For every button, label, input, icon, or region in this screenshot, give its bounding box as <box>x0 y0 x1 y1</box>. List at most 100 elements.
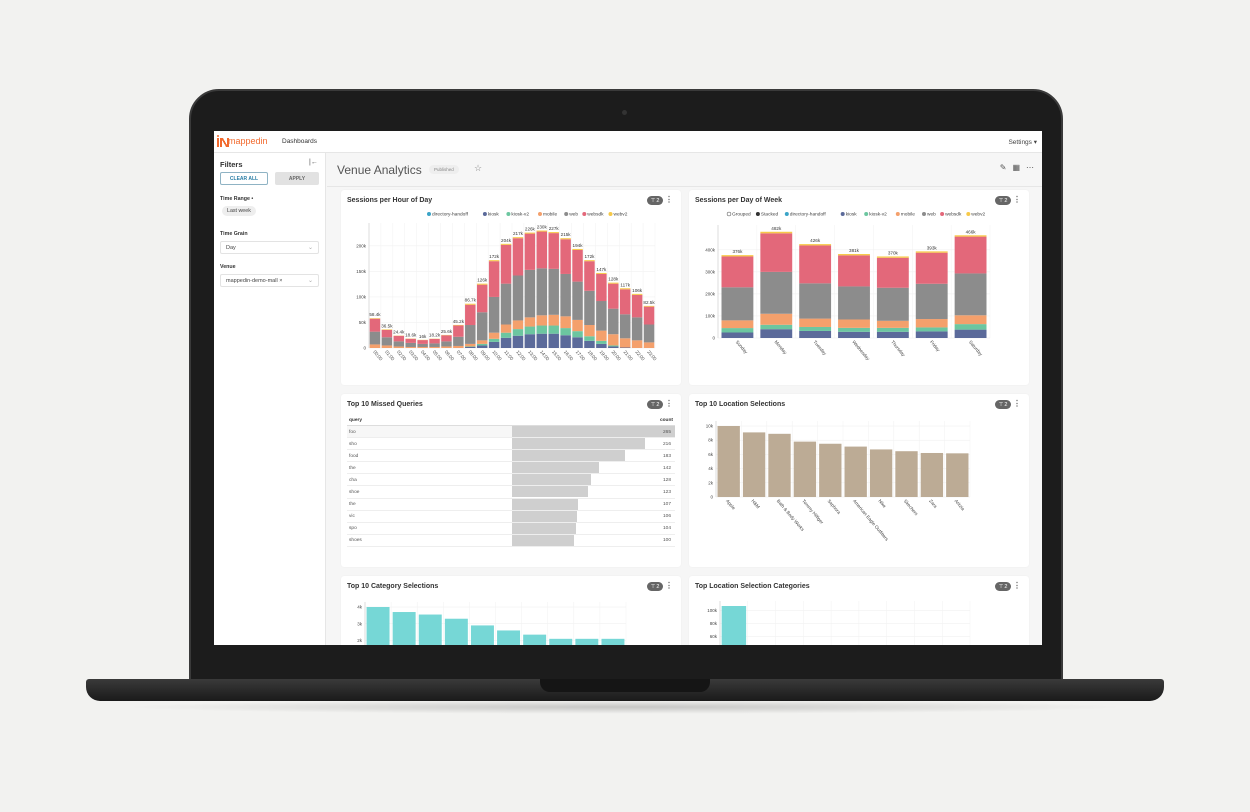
bar-segment-webv2[interactable] <box>619 288 631 290</box>
bar[interactable] <box>768 433 791 497</box>
table-row[interactable]: shoe 123 <box>347 486 675 499</box>
bar-segment-webv2[interactable] <box>572 248 583 250</box>
bar-segment-webv2[interactable] <box>760 231 793 234</box>
bar-segment-websdk[interactable] <box>915 252 948 284</box>
bar-segment-kiosk[interactable] <box>465 346 476 348</box>
bar-segment-kiosk-v2[interactable] <box>560 328 571 336</box>
bar-segment-web[interactable] <box>453 336 464 346</box>
bar[interactable] <box>721 606 747 645</box>
legend-item-kiosk[interactable]: kiosk <box>846 212 858 218</box>
logo[interactable]: mappedin <box>217 135 268 147</box>
bar-segment-webv2[interactable] <box>500 243 512 245</box>
bar-segment-webv2[interactable] <box>369 318 381 319</box>
bar-segment-mobile[interactable] <box>572 319 583 332</box>
bar[interactable] <box>366 607 390 645</box>
bar-segment-mobile[interactable] <box>876 320 909 328</box>
bar-segment-websdk[interactable] <box>441 335 452 342</box>
bar-segment-mobile[interactable] <box>465 343 476 347</box>
bar-segment-kiosk-v2[interactable] <box>500 332 512 338</box>
bar[interactable] <box>717 426 740 497</box>
table-row[interactable]: sho 216 <box>347 438 675 451</box>
filter-badge[interactable]: ⊤ 2 <box>995 582 1011 591</box>
table-row[interactable]: food 183 <box>347 450 675 463</box>
bar-segment-web[interactable] <box>608 308 619 335</box>
bar-segment-kiosk[interactable] <box>799 330 832 338</box>
legend-item-mobile[interactable]: mobile <box>901 212 915 218</box>
kebab-menu-icon[interactable]: ⋮ <box>665 195 673 204</box>
bar[interactable] <box>497 630 521 645</box>
bar-segment-kiosk-v2[interactable] <box>584 336 595 341</box>
bar-segment-webv2[interactable] <box>915 251 948 253</box>
bar[interactable] <box>444 618 468 645</box>
bar-segment-websdk[interactable] <box>524 233 536 270</box>
bar-segment-webv2[interactable] <box>465 303 476 305</box>
table-row[interactable]: the 142 <box>347 462 675 475</box>
bar-segment-websdk[interactable] <box>584 261 595 291</box>
favorite-star-icon[interactable]: ☆ <box>474 163 483 173</box>
bar-segment-websdk[interactable] <box>572 249 583 282</box>
bar-segment-kiosk-v2[interactable] <box>524 326 536 335</box>
bar-segment-websdk[interactable] <box>838 255 870 287</box>
bar-segment-websdk[interactable] <box>608 283 619 309</box>
bar-segment-kiosk-v2[interactable] <box>512 329 524 336</box>
bar-segment-webv2[interactable] <box>596 272 607 274</box>
bar-segment-mobile[interactable] <box>453 345 464 348</box>
column-header-query[interactable]: query <box>349 417 363 423</box>
bar-segment-webv2[interactable] <box>876 256 909 258</box>
bar-segment-mobile[interactable] <box>631 340 643 348</box>
table-row[interactable]: cha 128 <box>347 474 675 487</box>
nav-dashboards[interactable]: Dashboards <box>282 138 318 145</box>
bar-segment-kiosk[interactable] <box>572 337 583 348</box>
bar-segment-kiosk-v2[interactable] <box>876 327 909 332</box>
bar-segment-mobile[interactable] <box>560 316 571 329</box>
apply-button[interactable]: APPLY <box>275 172 319 185</box>
bar-segment-mobile[interactable] <box>721 320 754 329</box>
bar-segment-kiosk[interactable] <box>876 331 909 338</box>
bar-segment-webv2[interactable] <box>721 255 754 257</box>
bar-segment-websdk[interactable] <box>548 233 559 269</box>
bar[interactable] <box>575 638 599 645</box>
bar-segment-webv2[interactable] <box>643 305 655 307</box>
table-row[interactable]: shoes 100 <box>347 534 675 547</box>
bar-segment-websdk[interactable] <box>453 325 464 337</box>
bar[interactable] <box>549 638 573 645</box>
bar-segment-kiosk[interactable] <box>584 340 595 348</box>
legend-item-webv2[interactable]: webv2 <box>971 212 985 218</box>
bar-segment-webv2[interactable] <box>954 235 987 237</box>
bar-segment-websdk[interactable] <box>500 244 512 284</box>
bar-segment-webv2[interactable] <box>584 260 595 262</box>
bar-segment-websdk[interactable] <box>381 329 393 338</box>
table-row[interactable]: foo 265 <box>347 426 675 439</box>
bar-segment-web[interactable] <box>381 337 393 346</box>
bar-segment-mobile[interactable] <box>488 332 500 339</box>
bar-segment-websdk[interactable] <box>536 231 548 269</box>
bar-segment-web[interactable] <box>643 324 655 343</box>
bar-segment-websdk[interactable] <box>476 284 488 313</box>
bar-segment-kiosk[interactable] <box>524 334 536 348</box>
table-row[interactable]: vic 106 <box>347 510 675 523</box>
legend-item-web[interactable]: web <box>927 212 936 218</box>
bar-segment-mobile[interactable] <box>393 346 405 348</box>
bar-segment-mobile[interactable] <box>524 317 536 327</box>
bar[interactable] <box>895 451 918 497</box>
bar-segment-kiosk-v2[interactable] <box>572 331 583 338</box>
bar-segment-kiosk[interactable] <box>488 341 500 348</box>
bar-segment-web[interactable] <box>441 341 452 347</box>
bar-segment-kiosk[interactable] <box>560 335 571 348</box>
venue-select[interactable]: mappedin-demo-mall × ⌄ <box>220 274 319 287</box>
legend-item-kiosk[interactable]: kiosk <box>488 212 500 218</box>
bar-segment-mobile[interactable] <box>381 345 393 348</box>
legend-item-mobile[interactable]: mobile <box>543 212 557 218</box>
bar-segment-web[interactable] <box>838 286 870 320</box>
bar[interactable] <box>418 614 442 645</box>
bar-segment-webv2[interactable] <box>536 230 548 232</box>
bar-segment-websdk[interactable] <box>512 238 524 276</box>
legend-item-directory-handoff[interactable]: directory-handoff <box>432 212 469 218</box>
bar-segment-websdk[interactable] <box>799 245 832 284</box>
bar-segment-webv2[interactable] <box>799 244 832 246</box>
legend-item-websdk[interactable]: websdk <box>945 212 962 218</box>
bar-segment-mobile[interactable] <box>954 315 987 325</box>
bar-segment-web[interactable] <box>405 342 416 347</box>
bar-segment-websdk[interactable] <box>417 340 428 344</box>
bar-segment-kiosk[interactable] <box>915 331 948 338</box>
